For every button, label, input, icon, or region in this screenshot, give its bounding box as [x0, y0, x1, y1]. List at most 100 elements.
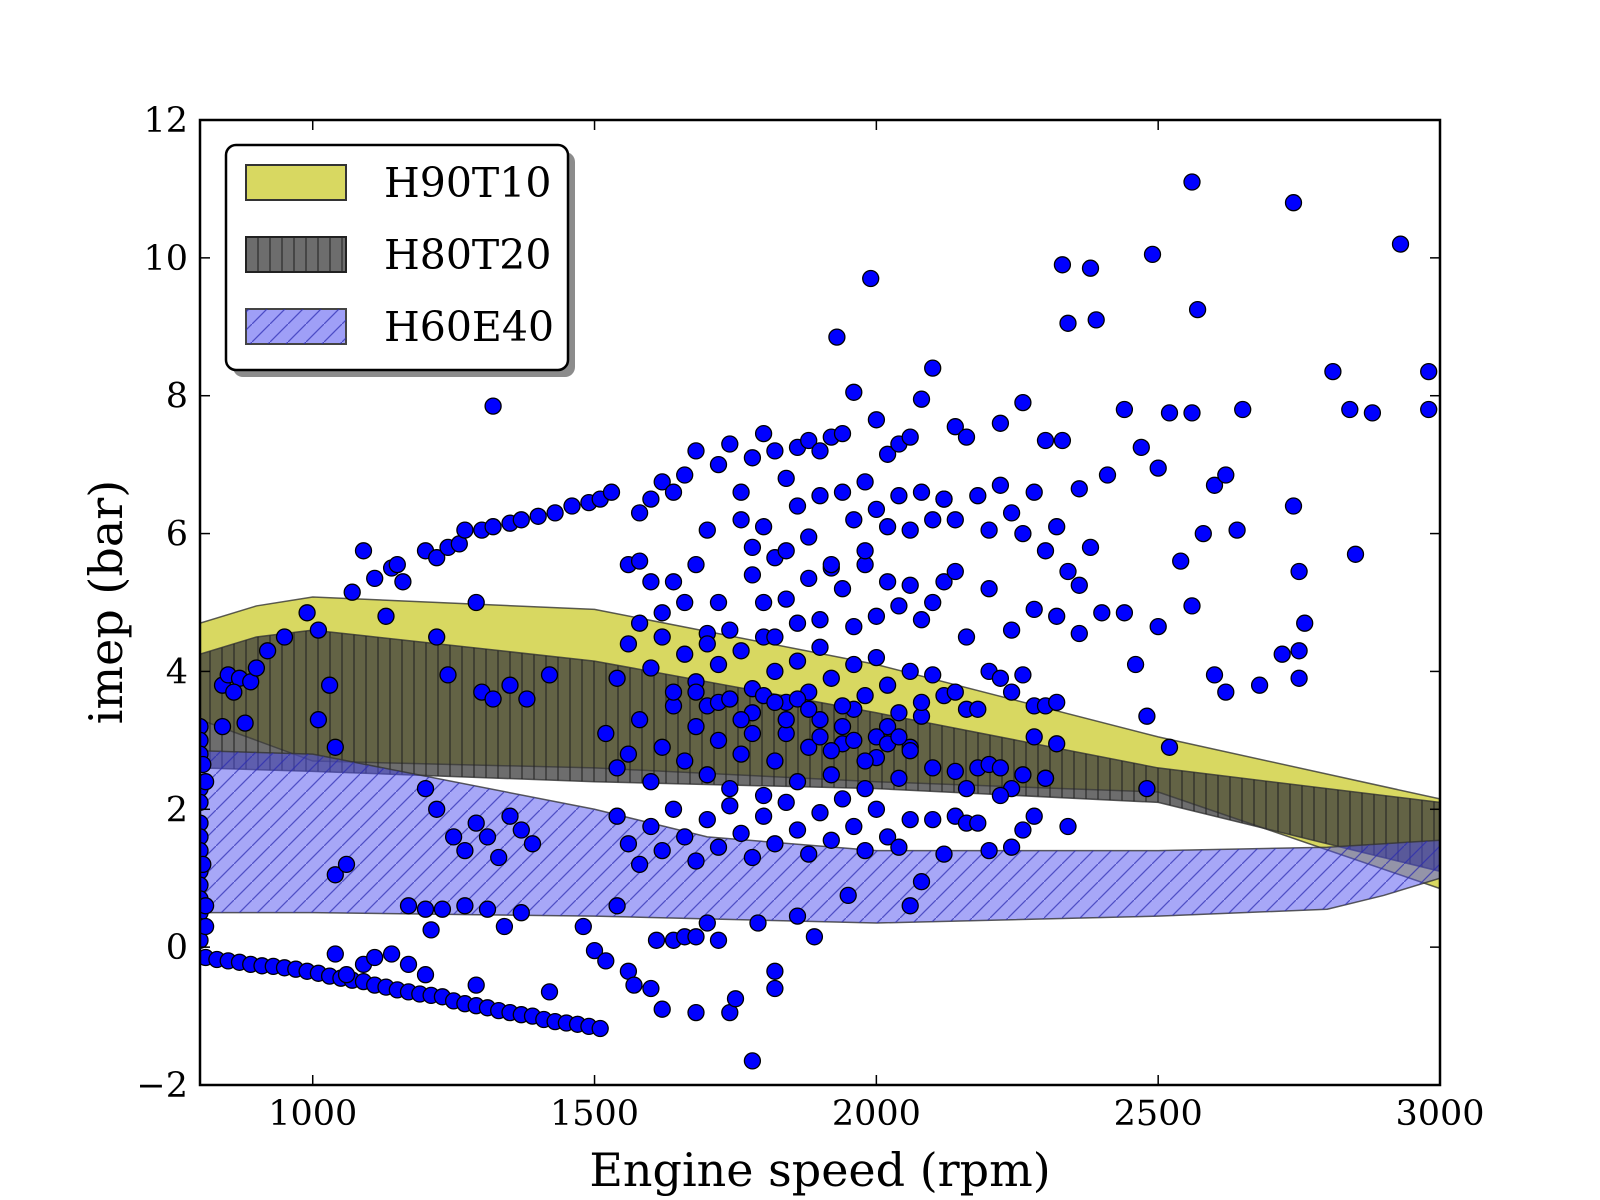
data-point	[732, 483, 750, 501]
data-point	[676, 828, 694, 846]
data-point	[709, 655, 728, 674]
data-point	[867, 648, 886, 667]
legend-label-h60e40: H60E40	[384, 303, 554, 351]
data-point	[800, 738, 818, 756]
data-point	[867, 411, 886, 429]
data-point	[924, 810, 942, 829]
data-point	[743, 1052, 762, 1070]
data-point	[1025, 600, 1043, 619]
data-point	[698, 766, 716, 784]
data-point	[1048, 607, 1066, 625]
data-point	[1014, 766, 1032, 784]
data-point	[788, 907, 807, 925]
data-point	[687, 852, 705, 870]
data-point	[856, 752, 874, 770]
data-point	[625, 976, 643, 994]
data-point	[1053, 256, 1072, 274]
data-point	[399, 955, 418, 974]
data-point	[354, 542, 373, 560]
data-point	[743, 848, 762, 867]
data-point	[788, 690, 807, 708]
data-point	[1205, 666, 1224, 684]
data-point	[890, 597, 908, 615]
data-point	[833, 790, 852, 808]
data-point	[754, 807, 773, 825]
data-point	[766, 442, 784, 460]
y-tick-label: 10	[143, 239, 188, 279]
data-point	[946, 562, 964, 581]
data-point	[619, 635, 638, 653]
data-point	[1048, 735, 1066, 753]
data-point	[946, 683, 964, 701]
data-point	[1002, 838, 1021, 856]
data-point	[1420, 362, 1438, 381]
data-point	[969, 487, 987, 505]
data-point	[512, 511, 530, 529]
data-point	[901, 897, 919, 915]
data-point	[428, 628, 446, 646]
data-point	[878, 828, 897, 846]
data-point	[1115, 604, 1134, 622]
data-point	[653, 628, 671, 646]
data-point	[957, 428, 976, 446]
data-point	[602, 483, 621, 501]
data-point	[811, 442, 829, 460]
legend-label-h90t10: H90T10	[384, 159, 551, 207]
data-point	[946, 418, 964, 436]
data-point	[366, 948, 384, 967]
data-point	[490, 848, 508, 867]
data-point	[862, 269, 880, 288]
y-tick-label: 6	[166, 515, 188, 555]
data-point	[1296, 614, 1314, 632]
data-point	[484, 518, 502, 536]
data-point	[833, 580, 852, 598]
data-point	[326, 945, 344, 963]
data-point	[912, 483, 931, 501]
data-point	[726, 990, 745, 1008]
data-point	[901, 810, 919, 829]
y-tick-label: −2	[136, 1066, 188, 1106]
data-point	[1160, 738, 1179, 756]
data-point	[822, 669, 840, 687]
data-point	[721, 435, 739, 453]
data-point	[428, 549, 446, 567]
data-point	[1284, 194, 1303, 212]
data-point	[766, 628, 784, 646]
data-point	[878, 445, 897, 463]
data-point	[766, 979, 784, 998]
data-point	[484, 397, 502, 415]
data-point	[200, 814, 209, 832]
data-point	[326, 866, 344, 884]
data-point	[912, 611, 931, 629]
data-point	[467, 976, 485, 994]
data-point	[540, 983, 559, 1001]
data-point	[800, 431, 818, 450]
data-point	[1217, 466, 1235, 484]
data-point	[433, 900, 452, 918]
data-point	[845, 511, 863, 529]
data-point	[946, 762, 964, 781]
data-point	[991, 669, 1010, 687]
data-point	[687, 442, 705, 460]
data-point	[856, 686, 874, 705]
data-point	[800, 569, 818, 588]
data-point	[749, 914, 767, 932]
data-point	[642, 773, 660, 791]
data-point	[732, 511, 750, 529]
data-point	[687, 683, 705, 701]
data-point	[811, 611, 829, 629]
data-point	[630, 855, 649, 874]
data-point	[309, 621, 328, 639]
data-point	[676, 752, 694, 770]
data-point	[800, 845, 818, 863]
data-point	[619, 745, 638, 763]
data-point	[664, 800, 683, 818]
data-point	[1205, 476, 1224, 494]
data-point	[676, 645, 694, 663]
data-point	[901, 576, 919, 594]
data-point	[856, 473, 874, 491]
data-point	[416, 966, 435, 984]
data-point	[980, 580, 998, 598]
data-point	[1290, 562, 1308, 581]
data-point	[833, 483, 852, 501]
